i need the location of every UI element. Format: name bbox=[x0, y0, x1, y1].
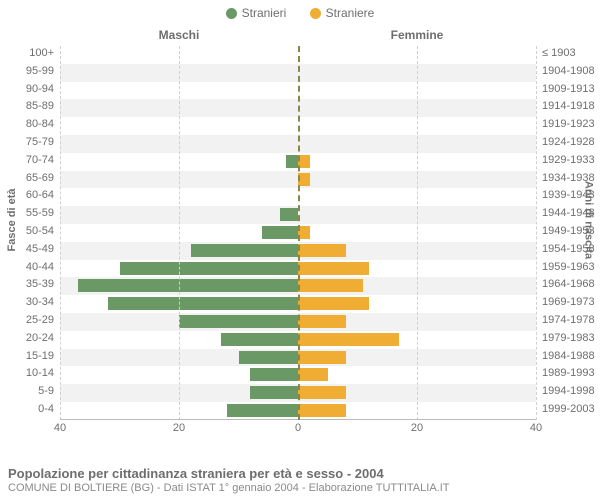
bar-male bbox=[262, 226, 298, 239]
legend-label-male: Stranieri bbox=[242, 6, 287, 20]
birth-year-label: 1904-1908 bbox=[536, 65, 595, 77]
bar-male bbox=[286, 155, 298, 168]
bar-female bbox=[298, 386, 346, 399]
bar-male bbox=[78, 279, 298, 292]
bar-male bbox=[108, 297, 298, 310]
x-tick-label: 20 bbox=[173, 422, 185, 434]
age-band-label: 55-59 bbox=[26, 207, 60, 219]
birth-year-label: 1969-1973 bbox=[536, 296, 595, 308]
bar-female bbox=[298, 333, 399, 346]
age-band-label: 15-19 bbox=[26, 350, 60, 362]
swatch-male bbox=[226, 8, 237, 19]
age-band-label: 10-14 bbox=[26, 367, 60, 379]
age-band-label: 50-54 bbox=[26, 225, 60, 237]
birth-year-label: 1964-1968 bbox=[536, 278, 595, 290]
birth-year-label: 1994-1998 bbox=[536, 385, 595, 397]
age-band-label: 0-4 bbox=[38, 403, 60, 415]
birth-year-label: 1989-1993 bbox=[536, 367, 595, 379]
age-band-label: 65-69 bbox=[26, 172, 60, 184]
birth-year-label: 1914-1918 bbox=[536, 100, 595, 112]
x-tick-label: 40 bbox=[54, 422, 66, 434]
bar-female bbox=[298, 279, 363, 292]
birth-year-label: 1949-1953 bbox=[536, 225, 595, 237]
x-tick-label: 20 bbox=[411, 422, 423, 434]
bar-male bbox=[120, 262, 299, 275]
bar-female bbox=[298, 368, 328, 381]
birth-year-label: 1954-1958 bbox=[536, 243, 595, 255]
chart-area: 100+≤ 190395-991904-190890-941909-191385… bbox=[60, 46, 536, 438]
age-band-label: 45-49 bbox=[26, 243, 60, 255]
legend: Stranieri Straniere bbox=[0, 6, 600, 22]
column-header-female: Femmine bbox=[298, 28, 536, 42]
birth-year-label: 1999-2003 bbox=[536, 403, 595, 415]
age-band-label: 75-79 bbox=[26, 136, 60, 148]
grid-line bbox=[179, 46, 180, 420]
bar-male bbox=[227, 404, 298, 417]
x-tick-label: 40 bbox=[530, 422, 542, 434]
bar-male bbox=[250, 386, 298, 399]
legend-item-female: Straniere bbox=[310, 6, 375, 20]
age-band-label: 100+ bbox=[29, 47, 60, 59]
birth-year-label: 1909-1913 bbox=[536, 83, 595, 95]
center-axis-line bbox=[298, 46, 300, 420]
bar-female bbox=[298, 315, 346, 328]
age-band-label: 90-94 bbox=[26, 83, 60, 95]
age-band-label: 80-84 bbox=[26, 118, 60, 130]
bar-female bbox=[298, 262, 369, 275]
birth-year-label: 1974-1978 bbox=[536, 314, 595, 326]
bar-male bbox=[250, 368, 298, 381]
bar-male bbox=[191, 244, 298, 257]
bar-male bbox=[239, 351, 299, 364]
legend-label-female: Straniere bbox=[326, 6, 375, 20]
birth-year-label: 1934-1938 bbox=[536, 172, 595, 184]
bar-female bbox=[298, 297, 369, 310]
age-band-label: 40-44 bbox=[26, 261, 60, 273]
bar-female bbox=[298, 404, 346, 417]
birth-year-label: 1944-1948 bbox=[536, 207, 595, 219]
age-band-label: 85-89 bbox=[26, 100, 60, 112]
swatch-female bbox=[310, 8, 321, 19]
bar-male bbox=[221, 333, 298, 346]
age-band-label: 5-9 bbox=[38, 385, 60, 397]
grid-line bbox=[417, 46, 418, 420]
birth-year-label: 1939-1943 bbox=[536, 189, 595, 201]
y-axis-left-title: Fasce di età bbox=[6, 189, 18, 252]
age-band-label: 35-39 bbox=[26, 278, 60, 290]
birth-year-label: 1919-1923 bbox=[536, 118, 595, 130]
legend-item-male: Stranieri bbox=[226, 6, 287, 20]
age-band-label: 30-34 bbox=[26, 296, 60, 308]
birth-year-label: 1924-1928 bbox=[536, 136, 595, 148]
grid-line bbox=[60, 46, 61, 420]
birth-year-label: 1984-1988 bbox=[536, 350, 595, 362]
chart-subtitle: COMUNE DI BOLTIERE (BG) - Dati ISTAT 1° … bbox=[8, 482, 449, 494]
age-band-label: 60-64 bbox=[26, 189, 60, 201]
birth-year-label: 1979-1983 bbox=[536, 332, 595, 344]
x-axis: 402002040 bbox=[60, 419, 536, 438]
age-band-label: 95-99 bbox=[26, 65, 60, 77]
bar-female bbox=[298, 244, 346, 257]
birth-year-label: 1959-1963 bbox=[536, 261, 595, 273]
bar-male bbox=[280, 208, 298, 221]
chart-title: Popolazione per cittadinanza straniera p… bbox=[8, 466, 449, 481]
birth-year-label: ≤ 1903 bbox=[536, 47, 576, 59]
age-band-label: 20-24 bbox=[26, 332, 60, 344]
bar-male bbox=[179, 315, 298, 328]
column-header-male: Maschi bbox=[60, 28, 298, 42]
chart-footer: Popolazione per cittadinanza straniera p… bbox=[8, 466, 449, 494]
bar-female bbox=[298, 351, 346, 364]
age-band-label: 25-29 bbox=[26, 314, 60, 326]
birth-year-label: 1929-1933 bbox=[536, 154, 595, 166]
x-tick-label: 0 bbox=[295, 422, 301, 434]
age-band-label: 70-74 bbox=[26, 154, 60, 166]
grid-line bbox=[536, 46, 537, 420]
